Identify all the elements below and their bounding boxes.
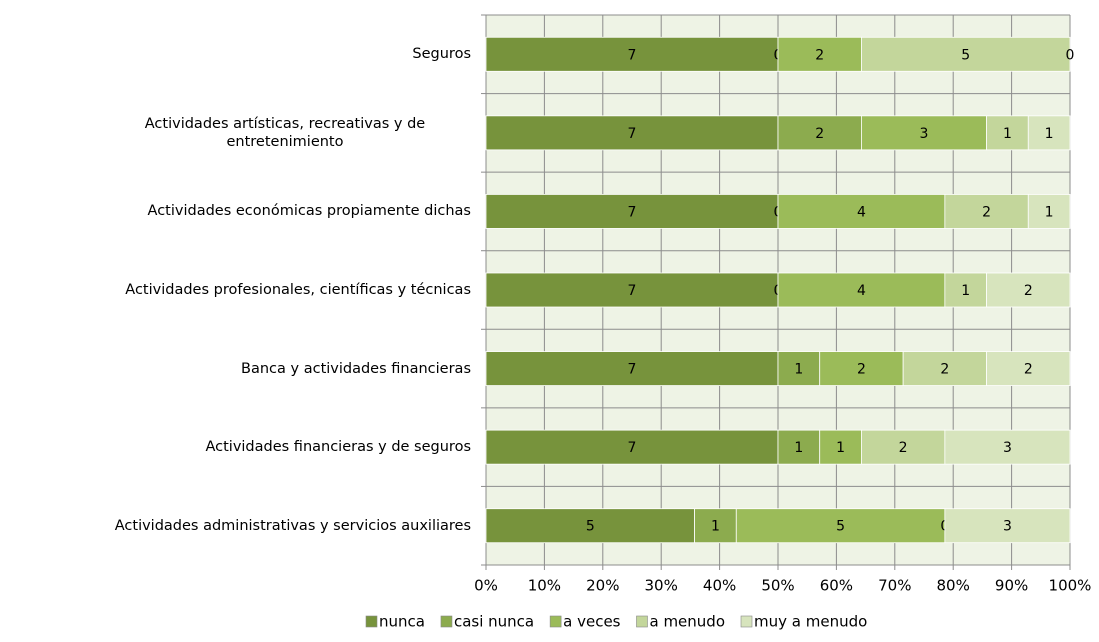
data-label: 5: [961, 47, 970, 63]
data-label: 2: [940, 362, 949, 378]
bar-segment: [861, 429, 946, 465]
category-text: Actividades económicas propiamente dicha…: [147, 203, 471, 220]
bar-segment: [485, 194, 779, 229]
bar-segment: [485, 429, 779, 465]
data-label: 1: [836, 440, 845, 456]
data-label: 2: [1024, 283, 1033, 299]
x-tick-label: 50%: [761, 577, 794, 595]
data-label: 1: [1045, 126, 1054, 142]
data-label: 3: [920, 126, 929, 142]
bar-segment: [694, 508, 737, 544]
y-tick-label: Seguros: [1, 45, 471, 63]
bar-segment: [485, 36, 779, 72]
bar-segment: [944, 194, 1029, 229]
data-label: 1: [794, 362, 803, 378]
data-label: 1: [1003, 126, 1012, 142]
x-tick-label: 0%: [474, 577, 498, 595]
x-tick-label: 90%: [995, 577, 1028, 595]
data-label: 1: [711, 519, 720, 535]
bar-segment: [777, 351, 821, 386]
data-label: 2: [857, 362, 866, 378]
legend-swatch: [549, 615, 562, 628]
data-label: 7: [628, 362, 637, 378]
data-label: 0: [1066, 47, 1075, 63]
bar-segment: [1027, 115, 1071, 151]
y-tick-label: Actividades profesionales, científicas y…: [1, 281, 471, 299]
bar-segment: [485, 508, 695, 544]
category-text: Banca y actividades financieras: [241, 360, 471, 377]
legend-label: muy a menudo: [754, 613, 867, 631]
bar-segment: [986, 272, 1071, 308]
bar-segment: [777, 115, 862, 151]
data-label: 3: [1003, 519, 1012, 535]
y-tick-label: Actividades económicas propiamente dicha…: [1, 202, 471, 220]
data-label: 4: [857, 283, 866, 299]
legend-label: nunca: [379, 613, 425, 631]
data-label: 7: [628, 440, 637, 456]
bar-segment: [944, 272, 987, 308]
category-text: Actividades administrativas y servicios …: [114, 517, 471, 534]
x-tick-label: 70%: [878, 577, 911, 595]
bar-segment: [861, 115, 987, 151]
legend-swatch: [365, 615, 378, 628]
y-tick-label: Actividades administrativas y servicios …: [1, 517, 471, 535]
bar-segment: [777, 194, 946, 229]
x-tick-label: 80%: [937, 577, 970, 595]
data-label: 7: [628, 283, 637, 299]
bar-segment: [485, 115, 779, 151]
data-label: 2: [815, 47, 824, 63]
data-label: 5: [836, 519, 845, 535]
bar-segment: [861, 36, 1071, 72]
bar-segment: [485, 351, 779, 386]
y-tick-label: Actividades artísticas, recreativas y de…: [1, 115, 471, 151]
data-label: 2: [899, 440, 908, 456]
category-text: Seguros: [412, 46, 471, 63]
bar-segment: [986, 351, 1071, 386]
data-label: 7: [628, 204, 637, 220]
data-label: 2: [982, 204, 991, 220]
data-label: 4: [857, 204, 866, 220]
bar-segment: [735, 508, 946, 544]
bar-segment: [819, 351, 904, 386]
category-text: Actividades profesionales, científicas y…: [125, 282, 471, 298]
data-label: 5: [586, 519, 595, 535]
data-label: 2: [1024, 362, 1033, 378]
legend-swatch: [440, 615, 453, 628]
data-label: 7: [628, 47, 637, 63]
legend-swatch: [636, 615, 648, 628]
bar-segment: [986, 115, 1029, 151]
bar-segment: [485, 272, 779, 308]
bar-segment: [902, 351, 987, 386]
x-tick-label: 20%: [586, 577, 619, 595]
x-tick-label: 100%: [1049, 577, 1092, 595]
legend-swatch: [740, 615, 753, 628]
data-label: 1: [961, 283, 970, 299]
y-tick-label: Banca y actividades financieras: [1, 360, 471, 378]
data-label: 1: [794, 440, 803, 456]
legend-label: a menudo: [649, 613, 725, 631]
y-tick-label: Actividades financieras y de seguros: [1, 438, 471, 456]
bar-segment: [944, 508, 1071, 544]
category-text: Actividades artísticas, recreativas y de…: [144, 115, 426, 150]
data-label: 1: [1045, 204, 1054, 220]
data-label: 3: [1003, 440, 1012, 456]
legend-label: casi nunca: [454, 613, 534, 631]
data-label: 2: [815, 126, 824, 142]
bar-segment: [777, 429, 821, 465]
x-tick-label: 60%: [820, 577, 853, 595]
bar-segment: [777, 36, 862, 72]
bar-segment: [1027, 194, 1071, 229]
legend-label: a veces: [563, 613, 621, 631]
data-label: 7: [628, 126, 637, 142]
category-text: Actividades financieras y de seguros: [205, 439, 471, 456]
x-tick-label: 10%: [528, 577, 561, 595]
x-tick-label: 30%: [645, 577, 678, 595]
bar-segment: [944, 429, 1071, 465]
x-tick-label: 40%: [703, 577, 736, 595]
